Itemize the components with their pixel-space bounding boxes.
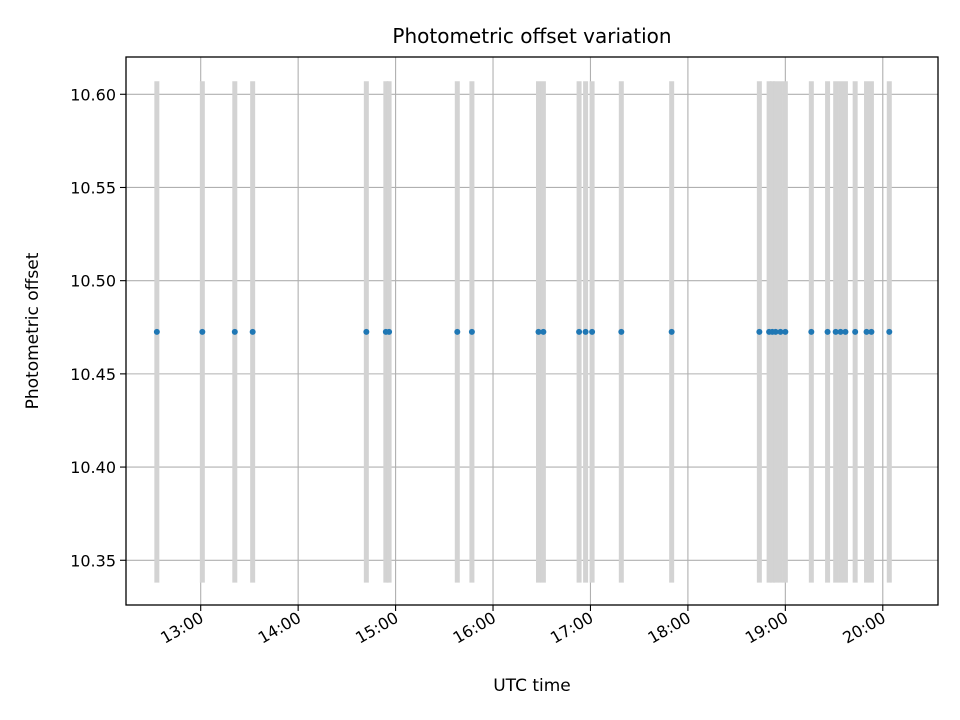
y-axis-label: Photometric offset — [23, 252, 43, 409]
data-point — [576, 328, 583, 335]
data-point — [363, 328, 370, 335]
data-point — [863, 328, 870, 335]
data-point — [153, 328, 160, 335]
data-point — [668, 328, 675, 335]
data-point — [249, 328, 256, 335]
data-point — [832, 328, 839, 335]
data-point — [589, 328, 596, 335]
data-point — [777, 328, 784, 335]
data-point — [886, 328, 893, 335]
data-point — [772, 328, 779, 335]
data-point — [852, 328, 859, 335]
data-point — [837, 328, 844, 335]
chart-title: Photometric offset variation — [392, 24, 671, 48]
y-tick-label: 10.40 — [70, 458, 116, 477]
y-axis-ticks: 10.35 10.40 10.45 10.50 10.55 10.60 — [70, 85, 126, 570]
y-tick-label: 10.35 — [70, 551, 116, 570]
data-points — [153, 328, 893, 335]
data-point — [454, 328, 461, 335]
data-point — [808, 328, 815, 335]
plot-frame — [125, 56, 939, 606]
y-tick-label: 10.50 — [70, 272, 116, 291]
data-point — [535, 328, 542, 335]
data-point — [386, 328, 393, 335]
data-point — [782, 328, 789, 335]
data-point — [468, 328, 475, 335]
data-point — [842, 328, 849, 335]
y-tick-label: 10.45 — [70, 365, 116, 384]
x-axis-label: UTC time — [493, 676, 571, 696]
data-point — [756, 328, 763, 335]
y-tick-label: 10.60 — [70, 85, 116, 104]
data-point — [582, 328, 589, 335]
data-point — [231, 328, 238, 335]
data-point — [540, 328, 547, 335]
data-point — [199, 328, 206, 335]
data-point — [868, 328, 875, 335]
data-point — [824, 328, 831, 335]
data-point — [618, 328, 625, 335]
y-tick-label: 10.55 — [70, 178, 116, 197]
